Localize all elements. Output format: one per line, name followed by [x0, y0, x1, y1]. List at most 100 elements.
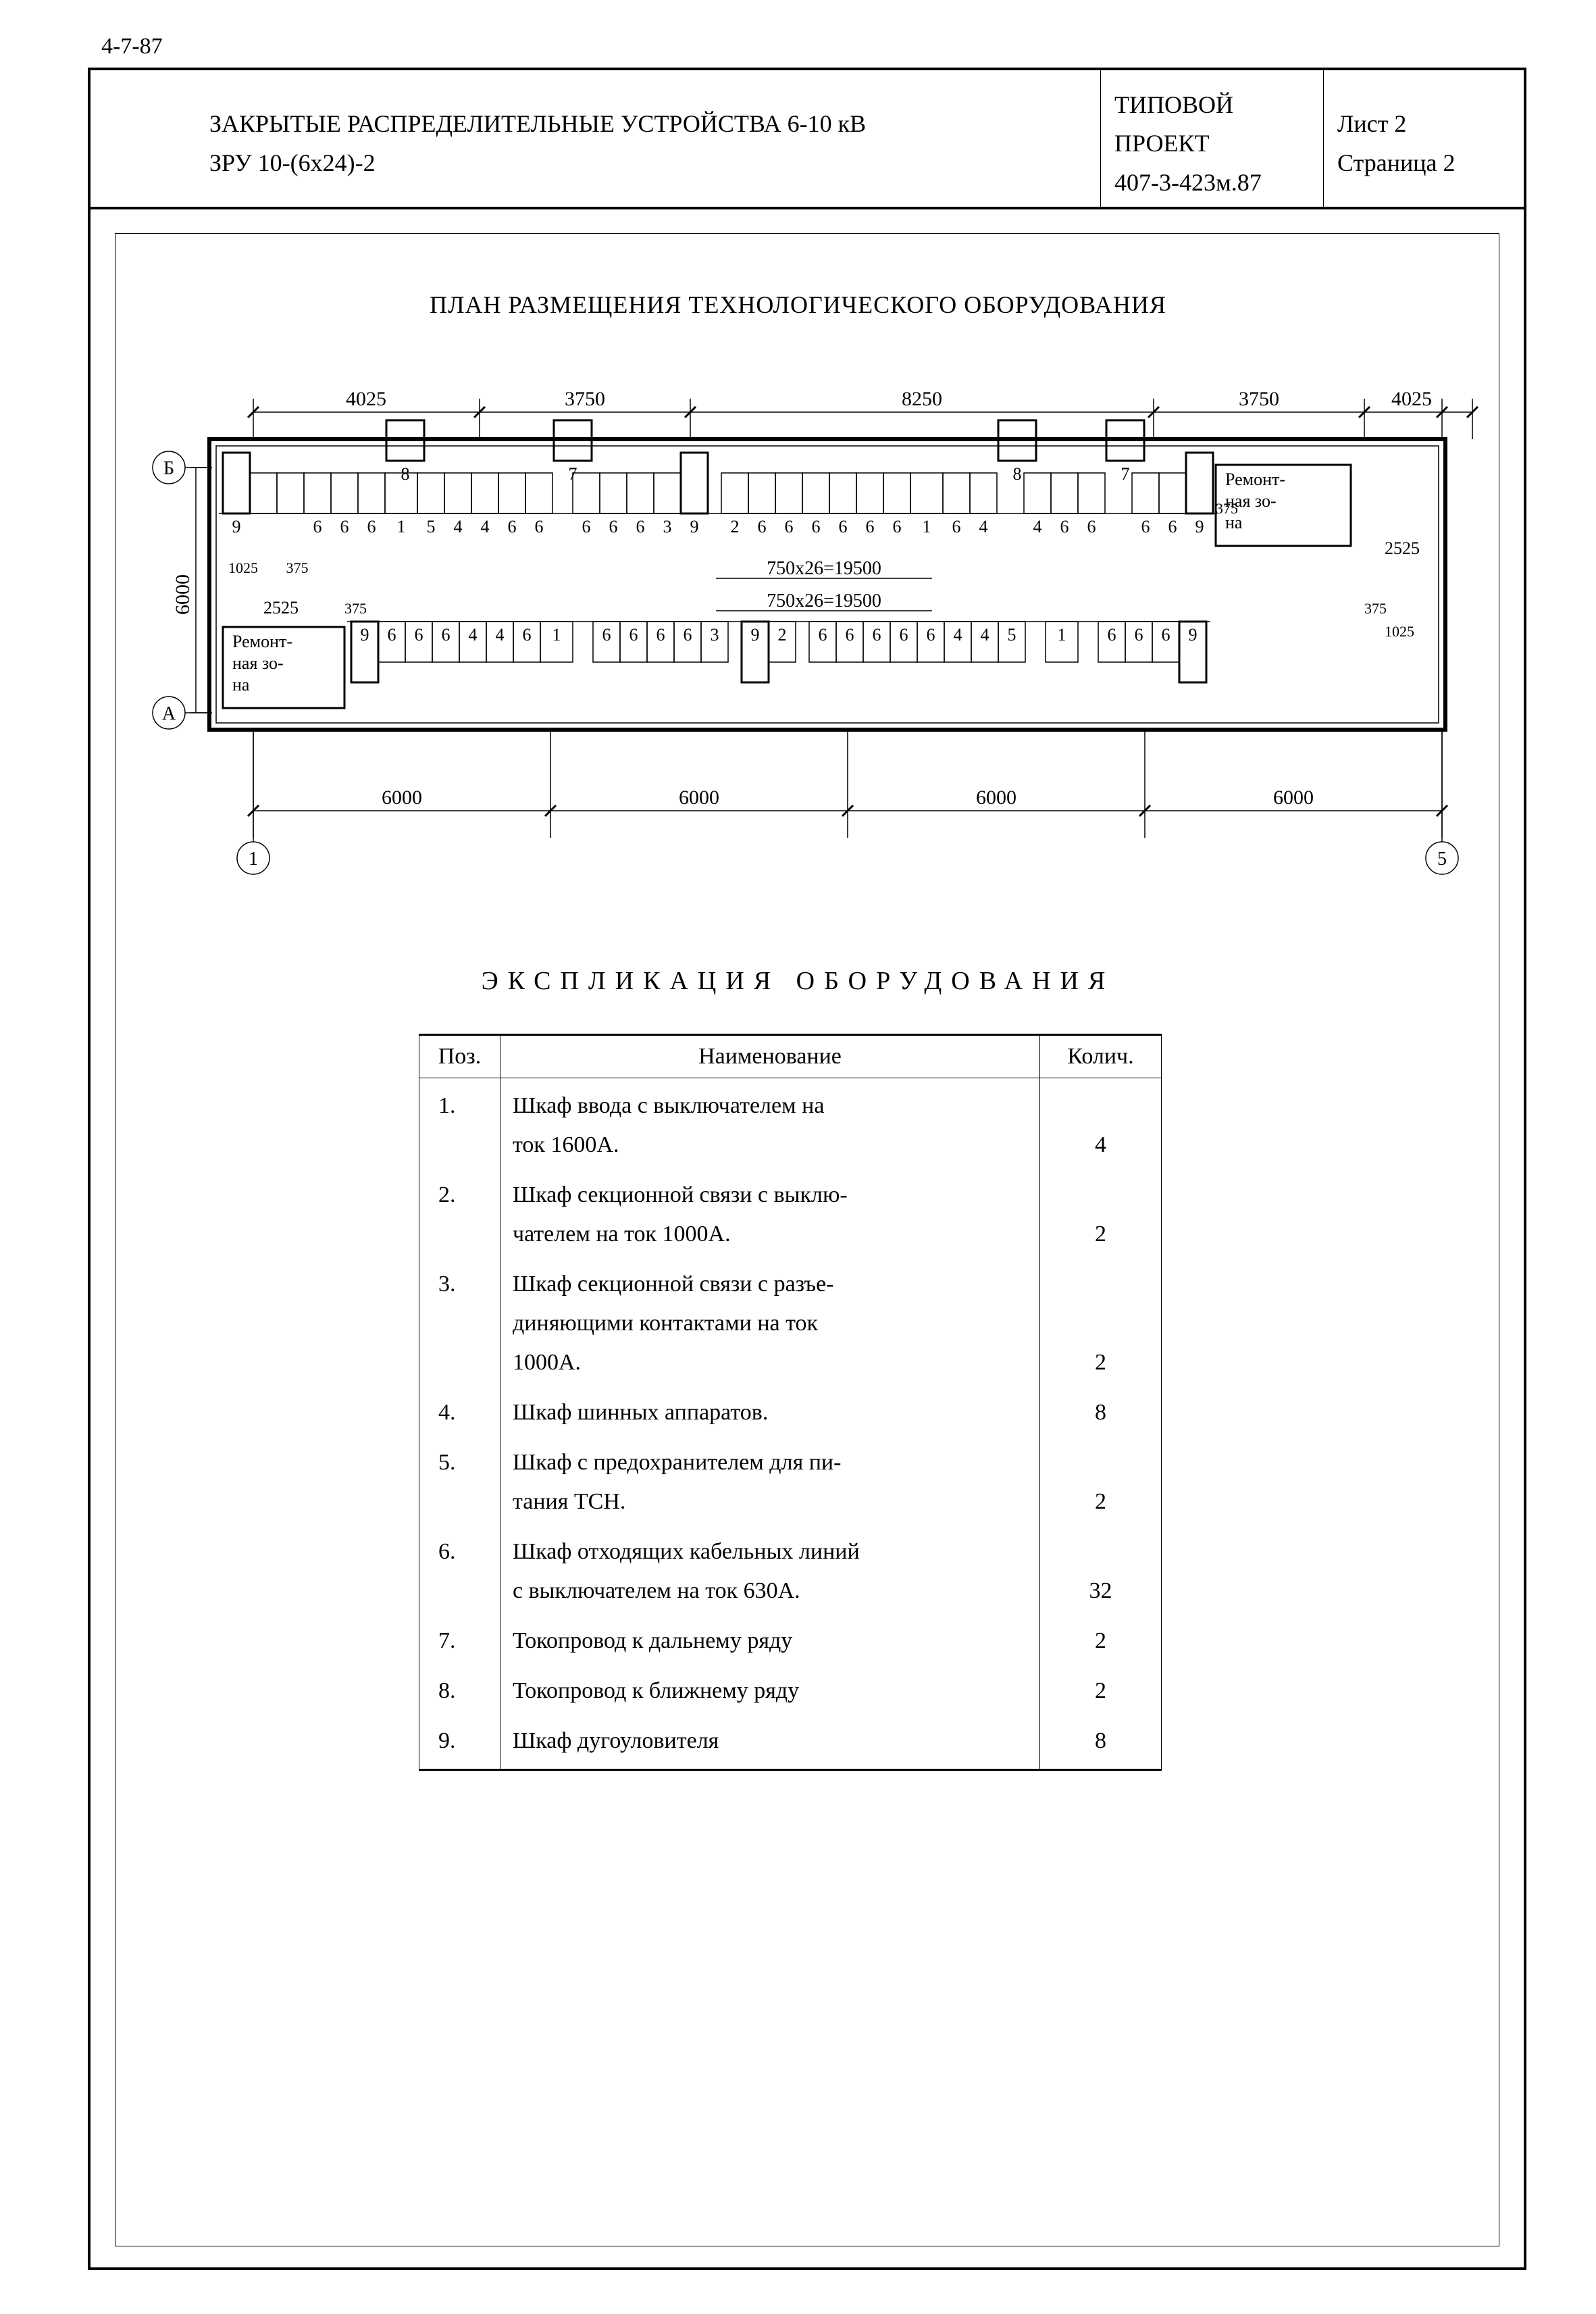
svg-text:6: 6 — [893, 517, 902, 536]
table-row: 8.Токопровод к ближнему ряду2 — [419, 1661, 1162, 1711]
cell-pos — [419, 1126, 500, 1165]
svg-text:6: 6 — [873, 625, 881, 645]
svg-text:4: 4 — [979, 517, 988, 536]
svg-text:6: 6 — [609, 517, 618, 536]
svg-text:6: 6 — [839, 517, 848, 536]
title-line2: ЗРУ 10-(6х24)-2 — [209, 144, 1080, 183]
cell-qty — [1040, 1432, 1162, 1482]
table-row: 3.Шкаф секционной связи с разъе- — [419, 1254, 1162, 1304]
svg-text:6: 6 — [900, 625, 908, 645]
cell-qty — [1040, 1254, 1162, 1304]
table-row: 1000А.2 — [419, 1343, 1162, 1382]
svg-text:6: 6 — [367, 517, 376, 536]
svg-text:6: 6 — [535, 517, 544, 536]
svg-text:3750: 3750 — [565, 388, 605, 410]
svg-text:6: 6 — [1168, 517, 1177, 536]
cell-qty — [1040, 1521, 1162, 1571]
cell-name: Шкаф с предохранителем для пи- — [500, 1432, 1040, 1482]
plan-drawing: 15БА600040253750825037504025600060006000… — [122, 338, 1493, 892]
title-block: ЗАКРЫТЫЕ РАСПРЕДЕЛИТЕЛЬНЫЕ УСТРОЙСТВА 6-… — [88, 68, 1526, 209]
svg-text:4: 4 — [469, 625, 478, 645]
svg-text:6: 6 — [684, 625, 692, 645]
svg-text:1025: 1025 — [228, 559, 258, 576]
svg-text:6: 6 — [1087, 517, 1096, 536]
proj-label: ТИПОВОЙ ПРОЕКТ — [1114, 86, 1303, 164]
svg-text:6000: 6000 — [976, 786, 1016, 809]
svg-text:1: 1 — [1058, 625, 1066, 645]
svg-text:6: 6 — [388, 625, 396, 645]
svg-text:6000: 6000 — [172, 574, 194, 615]
cell-qty: 32 — [1040, 1571, 1162, 1611]
cell-qty: 2 — [1040, 1611, 1162, 1661]
svg-text:6: 6 — [636, 517, 645, 536]
svg-text:6: 6 — [442, 625, 451, 645]
svg-text:2: 2 — [731, 517, 740, 536]
svg-text:6000: 6000 — [1273, 786, 1314, 809]
cell-pos — [419, 1304, 500, 1343]
svg-text:6: 6 — [1108, 625, 1116, 645]
svg-text:3: 3 — [663, 517, 672, 536]
svg-text:6: 6 — [415, 625, 423, 645]
cell-pos — [419, 1343, 500, 1382]
svg-text:4025: 4025 — [346, 388, 386, 410]
cell-name: Шкаф секционной связи с разъе- — [500, 1254, 1040, 1304]
svg-text:9: 9 — [361, 625, 369, 645]
col-name: Наименование — [500, 1035, 1040, 1078]
svg-text:8: 8 — [1013, 464, 1022, 484]
svg-text:4: 4 — [1033, 517, 1042, 536]
table-row: диняющими контактами на ток — [419, 1304, 1162, 1343]
svg-text:6: 6 — [582, 517, 591, 536]
explication-heading: ЭКСПЛИКАЦИЯ ОБОРУДОВАНИЯ — [0, 966, 1596, 996]
svg-text:8: 8 — [401, 464, 410, 484]
svg-text:А: А — [162, 703, 176, 724]
sheet-label: Лист 2 — [1337, 105, 1506, 144]
svg-text:на: на — [232, 675, 250, 695]
table-row: 1.Шкаф ввода с выключателем на — [419, 1078, 1162, 1126]
cell-qty: 2 — [1040, 1661, 1162, 1711]
svg-text:750х26=19500: 750х26=19500 — [767, 590, 881, 611]
col-pos: Поз. — [419, 1035, 500, 1078]
svg-text:ная зо-: ная зо- — [232, 653, 284, 673]
svg-text:1: 1 — [552, 625, 561, 645]
svg-text:6: 6 — [1060, 517, 1069, 536]
svg-text:6: 6 — [952, 517, 961, 536]
cell-name: диняющими контактами на ток — [500, 1304, 1040, 1343]
svg-text:9: 9 — [232, 517, 241, 536]
cell-pos: 9. — [419, 1711, 500, 1770]
svg-text:6: 6 — [846, 625, 854, 645]
cell-name: Токопровод к ближнему ряду — [500, 1661, 1040, 1711]
cell-qty: 8 — [1040, 1711, 1162, 1770]
cell-pos: 7. — [419, 1611, 500, 1661]
table-row: 4.Шкаф шинных аппаратов.8 — [419, 1382, 1162, 1432]
cell-qty: 2 — [1040, 1215, 1162, 1254]
cell-name: 1000А. — [500, 1343, 1040, 1382]
title-line1: ЗАКРЫТЫЕ РАСПРЕДЕЛИТЕЛЬНЫЕ УСТРОЙСТВА 6-… — [209, 105, 1080, 144]
cell-pos: 1. — [419, 1078, 500, 1126]
svg-text:750х26=19500: 750х26=19500 — [767, 558, 881, 579]
cell-pos — [419, 1571, 500, 1611]
cell-name: Шкаф дугоуловителя — [500, 1711, 1040, 1770]
cell-name: Токопровод к дальнему ряду — [500, 1611, 1040, 1661]
title-main: ЗАКРЫТЫЕ РАСПРЕДЕЛИТЕЛЬНЫЕ УСТРОЙСТВА 6-… — [88, 68, 1101, 207]
cell-qty — [1040, 1165, 1162, 1215]
svg-text:4: 4 — [481, 517, 490, 536]
table-row: 6.Шкаф отходящих кабельных линий — [419, 1521, 1162, 1571]
svg-text:4: 4 — [954, 625, 962, 645]
cell-name: Шкаф шинных аппаратов. — [500, 1382, 1040, 1432]
cell-pos — [419, 1482, 500, 1521]
cell-qty: 2 — [1040, 1482, 1162, 1521]
svg-text:9: 9 — [751, 625, 760, 645]
table-row: ток 1600А.4 — [419, 1126, 1162, 1165]
proj-number: 407-3-423м.87 — [1114, 164, 1303, 203]
sheet: 4-7-87 ЗАКРЫТЫЕ РАСПРЕДЕЛИТЕЛЬНЫЕ УСТРОЙ… — [0, 0, 1596, 2314]
svg-text:3: 3 — [711, 625, 719, 645]
svg-text:6: 6 — [1162, 625, 1170, 645]
cell-pos: 6. — [419, 1521, 500, 1571]
svg-text:8250: 8250 — [902, 388, 942, 410]
svg-text:375: 375 — [344, 600, 367, 617]
svg-text:6: 6 — [657, 625, 665, 645]
svg-text:6: 6 — [1141, 517, 1150, 536]
svg-text:4025: 4025 — [1391, 388, 1432, 410]
svg-text:1025: 1025 — [1385, 623, 1414, 640]
svg-text:5: 5 — [427, 517, 436, 536]
